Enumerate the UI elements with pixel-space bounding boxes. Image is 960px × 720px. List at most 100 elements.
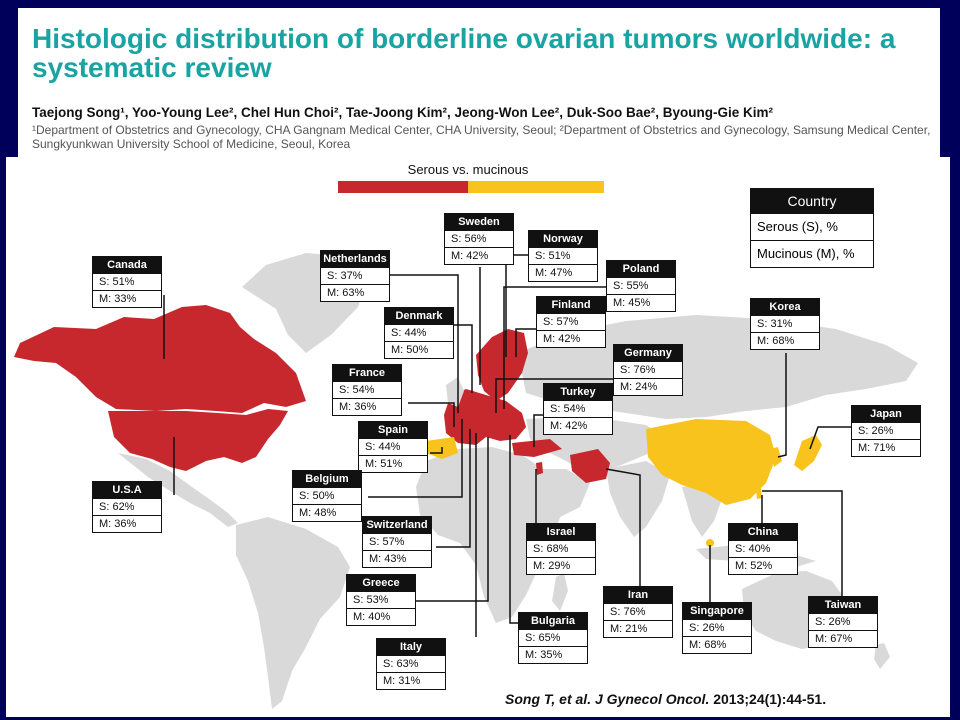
land-usa: [108, 409, 288, 471]
mucinous-color-bar: [468, 181, 604, 193]
land-arabia: [526, 469, 590, 519]
leader-germany: [495, 378, 618, 413]
country-name: Taiwan: [809, 597, 877, 613]
mucinous-value: M: 68%: [751, 332, 819, 349]
mucinous-value: M: 42%: [537, 330, 605, 347]
country-name: Korea: [751, 299, 819, 315]
serous-value: S: 44%: [359, 438, 427, 455]
country-box-poland: Poland S: 55% M: 45%: [606, 260, 676, 312]
mucinous-value: M: 71%: [852, 439, 920, 456]
mucinous-value: M: 21%: [604, 620, 672, 637]
serous-value: S: 51%: [93, 273, 161, 290]
leader-taiwan: [762, 490, 843, 597]
leader-japan: [809, 426, 856, 450]
paper-title: Histologic distribution of borderline ov…: [32, 23, 896, 83]
country-name: Italy: [377, 639, 445, 655]
serous-value: S: 26%: [809, 613, 877, 630]
country-name: Bulgaria: [519, 613, 587, 629]
serous-value: S: 55%: [607, 277, 675, 294]
land-india: [606, 461, 670, 537]
country-box-germany: Germany S: 76% M: 24%: [613, 344, 683, 396]
country-box-singapore: Singapore S: 26% M: 68%: [682, 602, 752, 654]
paper-header: Histologic distribution of borderline ov…: [18, 8, 940, 158]
serous-value: S: 54%: [333, 381, 401, 398]
country-box-china: China S: 40% M: 52%: [728, 523, 798, 575]
mucinous-value: M: 52%: [729, 557, 797, 574]
land-europe-serous: [444, 389, 526, 445]
country-box-iran: Iran S: 76% M: 21%: [603, 586, 673, 638]
country-box-france: France S: 54% M: 36%: [332, 364, 402, 416]
country-name: Denmark: [385, 308, 453, 324]
country-name: Finland: [537, 297, 605, 313]
serous-value: S: 44%: [385, 324, 453, 341]
serous-value: S: 26%: [683, 619, 751, 636]
legend-mucinous-row: Mucinous (M), %: [751, 240, 873, 267]
serous-value: S: 62%: [93, 498, 161, 515]
land-south-america: [236, 517, 350, 709]
mucinous-value: M: 36%: [93, 515, 161, 532]
land-canada: [14, 305, 306, 413]
mucinous-value: M: 67%: [809, 630, 877, 647]
mucinous-value: M: 24%: [614, 378, 682, 395]
leader-netherlands: [390, 274, 459, 413]
serous-value: S: 63%: [377, 655, 445, 672]
leader-spain: [430, 447, 443, 454]
land-iran: [570, 449, 610, 483]
country-box-belgium: Belgium S: 50% M: 48%: [292, 470, 362, 522]
leader-turkey: [533, 414, 544, 447]
leader-switzerland: [436, 429, 471, 548]
country-box-finland: Finland S: 57% M: 42%: [536, 296, 606, 348]
leader-iran: [605, 468, 641, 587]
country-name: Switzerland: [363, 517, 431, 533]
country-name: Netherlands: [321, 251, 389, 267]
legend-header: Country: [751, 189, 873, 213]
country-name: Germany: [614, 345, 682, 361]
country-name: Sweden: [445, 214, 513, 230]
country-name: Turkey: [544, 384, 612, 400]
serous-value: S: 76%: [604, 603, 672, 620]
country-box-japan: Japan S: 26% M: 71%: [851, 405, 921, 457]
country-name: Iran: [604, 587, 672, 603]
country-name: China: [729, 524, 797, 540]
country-name: Norway: [529, 231, 597, 247]
leader-france: [408, 402, 455, 427]
citation-authors: Song T, et al.: [505, 691, 595, 707]
serous-value: S: 26%: [852, 422, 920, 439]
country-name: Greece: [347, 575, 415, 591]
serous-value: S: 50%: [293, 487, 361, 504]
country-box-italy: Italy S: 63% M: 31%: [376, 638, 446, 690]
country-box-taiwan: Taiwan S: 26% M: 67%: [808, 596, 878, 648]
country-name: France: [333, 365, 401, 381]
country-name: Israel: [527, 524, 595, 540]
land-scandinavia: [476, 329, 528, 401]
country-box-norway: Norway S: 51% M: 47%: [528, 230, 598, 282]
mucinous-value: M: 50%: [385, 341, 453, 358]
leader-korea: [777, 353, 787, 458]
author-list: Taejong Song¹, Yoo-Young Lee², Chel Hun …: [32, 105, 773, 120]
land-korea: [770, 447, 782, 467]
country-box-netherlands: Netherlands S: 37% M: 63%: [320, 250, 390, 302]
country-box-israel: Israel S: 68% M: 29%: [526, 523, 596, 575]
leader-greece: [408, 437, 489, 602]
country-box-bulgaria: Bulgaria S: 65% M: 35%: [518, 612, 588, 664]
country-box-turkey: Turkey S: 54% M: 42%: [543, 383, 613, 435]
land-madagascar: [552, 573, 568, 611]
land-japan: [794, 435, 822, 471]
country-name: Canada: [93, 257, 161, 273]
country-box-denmark: Denmark S: 44% M: 50%: [384, 307, 454, 359]
country-box-canada: Canada S: 51% M: 33%: [92, 256, 162, 308]
affiliations: ¹Department of Obstetrics and Gynecology…: [32, 123, 931, 151]
serous-value: S: 65%: [519, 629, 587, 646]
citation: Song T, et al. J Gynecol Oncol. 2013;24(…: [505, 691, 826, 707]
leader-poland: [503, 286, 608, 409]
citation-details: 2013;24(1):44-51.: [709, 691, 827, 707]
leader-finland: [515, 328, 538, 357]
land-new-zealand: [874, 643, 890, 669]
serous-color-bar: [338, 181, 468, 193]
leader-lines: [163, 254, 856, 637]
land-israel: [536, 462, 543, 475]
legend-serous-row: Serous (S), %: [751, 213, 873, 240]
country-box-greece: Greece S: 53% M: 40%: [346, 574, 416, 626]
mucinous-value: M: 36%: [333, 398, 401, 415]
